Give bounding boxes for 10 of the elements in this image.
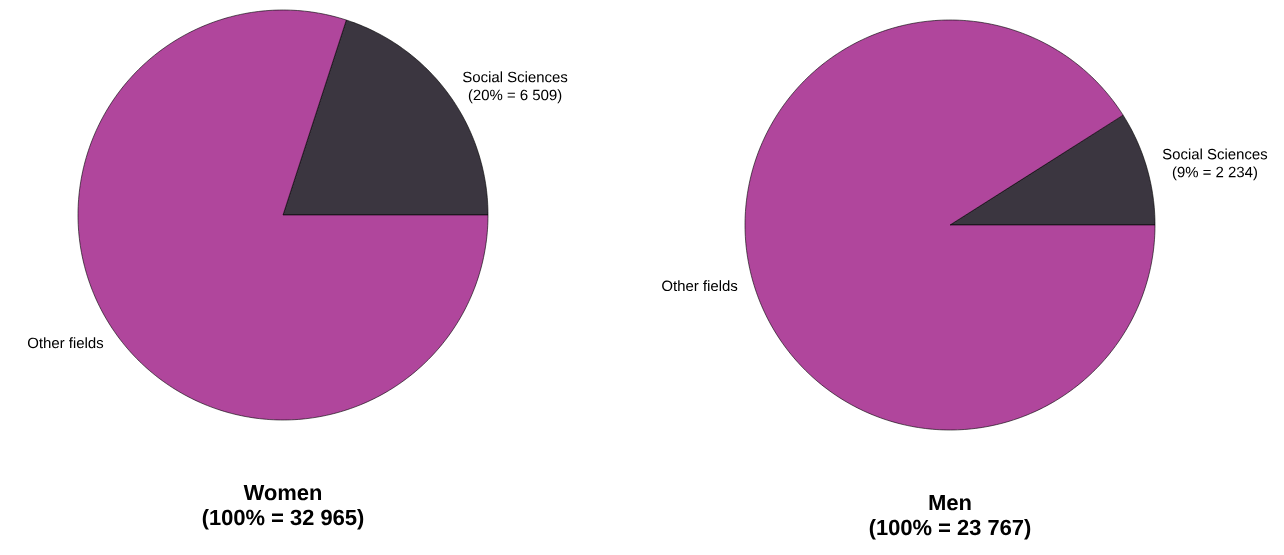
data-label: (9% = 2 234) <box>1172 166 1257 181</box>
slice-label: Social Sciences <box>1162 148 1268 160</box>
text: Women <box>243 485 322 501</box>
text: (100% = 32 965) <box>202 509 364 530</box>
data-label: (20% = 6 509) <box>468 89 562 104</box>
slice-label: Other fields <box>662 280 738 292</box>
text: Men <box>929 495 971 511</box>
text: (100% = 23 767) <box>869 519 1031 540</box>
slice-label: Social Sciences <box>463 71 568 83</box>
slice-label: Other fields <box>27 337 104 349</box>
